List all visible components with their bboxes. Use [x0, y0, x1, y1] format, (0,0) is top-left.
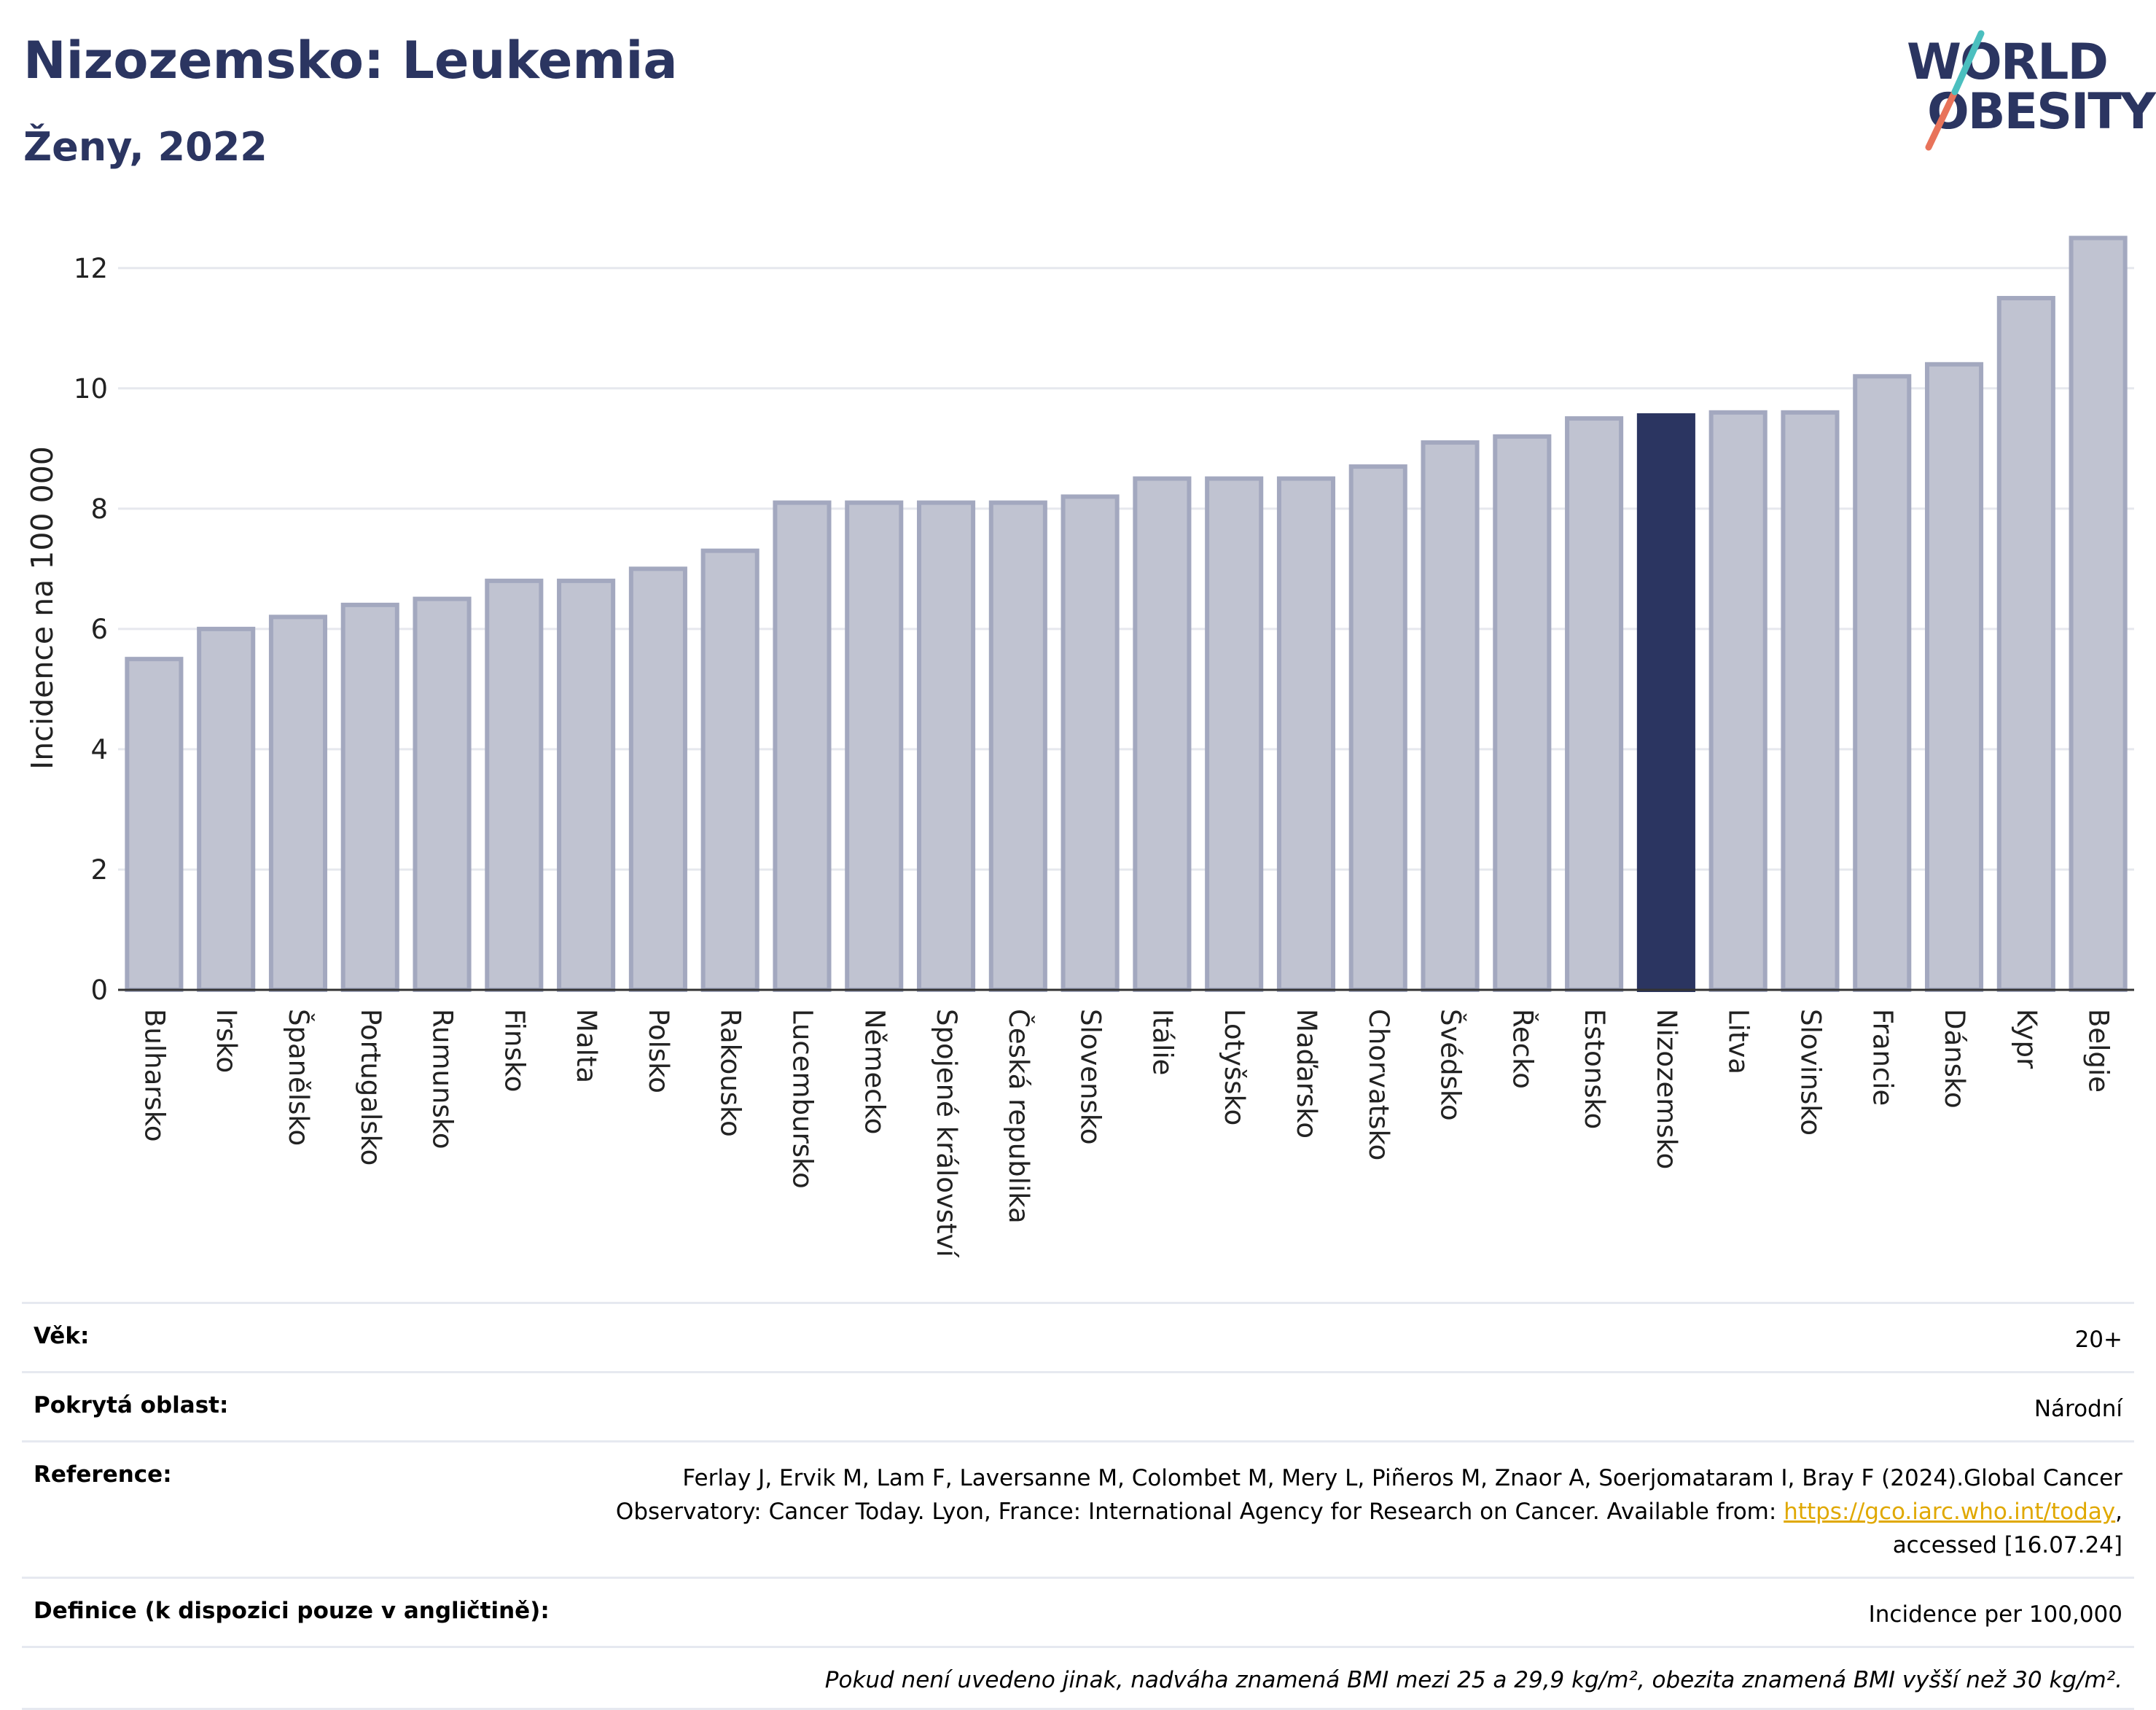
area-label: Pokrytá oblast: [34, 1392, 229, 1418]
bar [1565, 416, 1624, 992]
reference-text-3: , [2115, 1499, 2122, 1525]
x-tick-label: Španělsko [283, 1009, 315, 1146]
page-subtitle: Ženy, 2022 [23, 124, 267, 170]
y-tick-label: 10 [74, 373, 108, 405]
reference-text-1: Ferlay J, Ervik M, Lam F, Laversanne M, … [682, 1465, 2122, 1491]
y-tick-label: 4 [90, 734, 108, 765]
bar [1853, 374, 1912, 993]
reference-text-4: accessed [16.07.24] [1892, 1532, 2122, 1558]
bar [1636, 413, 1695, 992]
x-tick-label: Belgie [2083, 1009, 2114, 1093]
y-tick-label: 8 [90, 493, 108, 525]
bar-chart: 0 2 4 6 8 10 12 Incidence na 100 000 Bulharsko Ir… [25, 235, 2134, 1258]
reference-text-2: Observatory: Cancer Today. Lyon, France:… [615, 1499, 1784, 1525]
bar [125, 657, 184, 992]
logo-slash-icon [1925, 30, 1985, 151]
y-axis-title: Incidence na 100 000 [25, 446, 60, 770]
x-tick-label: Malta [571, 1009, 602, 1083]
bar [1924, 362, 1984, 992]
x-tick-label: Irsko [211, 1009, 242, 1073]
bar [1781, 410, 1840, 992]
bar [557, 578, 616, 992]
bar [1493, 434, 1552, 992]
bar [268, 614, 328, 992]
reference-link[interactable]: https://gco.iarc.who.int/today [1784, 1499, 2116, 1525]
definition-value: Incidence per 100,000 [1868, 1601, 2122, 1628]
bar [628, 566, 687, 992]
y-tick-label: 2 [90, 854, 108, 886]
x-tick-label: Švédsko [1435, 1009, 1467, 1121]
reference-label: Reference: [34, 1461, 172, 1488]
x-tick-label: Lotyšsko [1219, 1009, 1250, 1125]
bar [1348, 464, 1407, 992]
age-label: Věk: [34, 1323, 90, 1349]
reference-value: Ferlay J, Ervik M, Lam F, Laversanne M, … [616, 1461, 2122, 1562]
x-tick-label: Maďarsko [1291, 1009, 1322, 1139]
page-title: Nizozemsko: Leukemia [23, 31, 678, 90]
x-tick-label: Řecko [1507, 1009, 1539, 1089]
x-tick-label: Německo [859, 1009, 890, 1134]
bar [1133, 476, 1192, 992]
bar [2069, 235, 2128, 993]
logo-text-obesity: OBESITY [1927, 83, 2156, 141]
bar [1996, 296, 2055, 992]
bar [1708, 410, 1768, 992]
x-tick-label: Finsko [499, 1009, 530, 1092]
x-tick-label: Itálie [1147, 1009, 1178, 1075]
x-tick-label: Litva [1723, 1009, 1754, 1074]
definition-label: Definice (k dispozici pouze v angličtině… [34, 1598, 550, 1624]
bar [340, 602, 399, 992]
x-tick-label: Česká republika [1003, 1009, 1035, 1224]
info-row-note: Pokud není uvedeno jinak, nadváha znamen… [22, 1646, 2134, 1710]
x-tick-label: Portugalsko [355, 1009, 386, 1166]
bar [197, 626, 256, 992]
x-tick-label: Slovensko [1075, 1009, 1106, 1145]
bar [988, 500, 1047, 992]
x-tick-label: Estonsko [1579, 1009, 1610, 1129]
info-row-age: Věk: 20+ [22, 1302, 2134, 1371]
world-obesity-logo: WORLD OBESITY [1895, 22, 2156, 153]
x-tick-label: Polsko [643, 1009, 674, 1093]
info-row-definition: Definice (k dispozici pouze v angličtině… [22, 1577, 2134, 1646]
area-value: Národní [2034, 1396, 2122, 1422]
bar [1421, 440, 1480, 992]
bar [1205, 476, 1264, 992]
bar [700, 548, 759, 992]
x-tick-label: Kypr [2011, 1009, 2042, 1069]
y-tick-label: 12 [74, 253, 108, 284]
bar [845, 500, 904, 992]
y-tick-label: 6 [90, 614, 108, 645]
x-tick-label: Dánsko [1939, 1009, 1970, 1109]
logo-text-world: WORLD [1907, 34, 2109, 91]
x-tick-label: Francie [1867, 1009, 1898, 1106]
y-tick-label: 0 [90, 975, 108, 1006]
info-table: Věk: 20+ Pokrytá oblast: Národní Referen… [22, 1302, 2134, 1710]
x-tick-label: Spojené království [931, 1009, 962, 1258]
x-tick-label: Slovinsko [1794, 1009, 1826, 1136]
age-value: 20+ [2074, 1327, 2122, 1353]
bar [1276, 476, 1336, 992]
x-tick-label: Rumunsko [427, 1009, 458, 1149]
x-tick-label: Rakousko [715, 1009, 746, 1137]
x-tick-label: Lucembursko [786, 1009, 818, 1189]
x-tick-label: Nizozemsko [1651, 1009, 1682, 1169]
x-tick-label: Bulharsko [138, 1009, 170, 1141]
info-row-area: Pokrytá oblast: Národní [22, 1371, 2134, 1440]
bar [916, 500, 976, 992]
bar [485, 578, 544, 992]
info-row-reference: Reference: Ferlay J, Ervik M, Lam F, Lav… [22, 1440, 2134, 1577]
bar [413, 596, 472, 992]
bar [773, 500, 832, 992]
bar [1061, 494, 1120, 993]
bmi-note: Pokud není uvedeno jinak, nadváha znamen… [824, 1667, 2122, 1693]
x-tick-label: Chorvatsko [1363, 1009, 1394, 1160]
